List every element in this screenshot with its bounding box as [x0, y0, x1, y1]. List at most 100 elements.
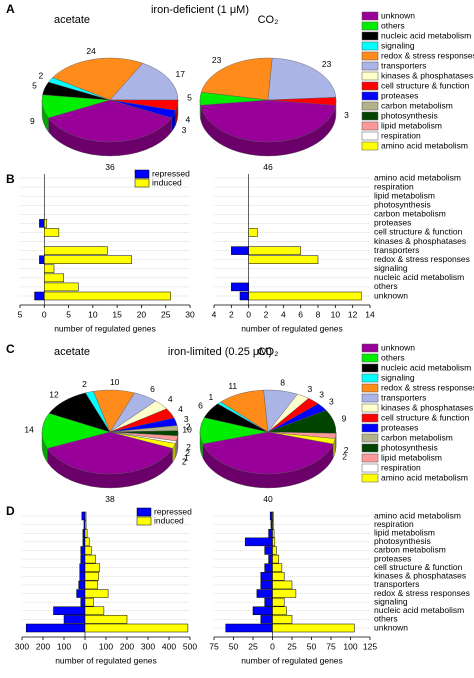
- slice-label: 2: [342, 451, 347, 461]
- legend-swatch: [361, 443, 379, 453]
- slice-label: 4: [178, 404, 183, 414]
- pie-slice: [200, 99, 336, 143]
- bar: [272, 563, 283, 572]
- bar: [63, 615, 86, 624]
- bar: [268, 554, 273, 564]
- category-label: redox & stress responses: [374, 588, 470, 598]
- slice-label: 8: [280, 378, 285, 388]
- x-tick-label: 2: [264, 309, 269, 319]
- slice-label: 14: [24, 425, 34, 435]
- bar: [248, 291, 362, 301]
- legend-swatch: [361, 21, 379, 31]
- x-tick-label: 500: [183, 641, 197, 651]
- bar: [260, 580, 273, 590]
- x-tick-label: 100: [99, 641, 113, 651]
- bar: [44, 246, 108, 255]
- slice-label: 46: [263, 162, 273, 172]
- bar: [84, 580, 98, 590]
- legend-swatch: [361, 463, 379, 473]
- bar: [272, 520, 274, 529]
- panel-label: A: [6, 2, 15, 16]
- bar: [84, 554, 96, 564]
- x-tick-label: 8: [316, 309, 321, 319]
- bar: [44, 291, 171, 301]
- bar: [272, 623, 355, 633]
- slice-label: 3: [184, 414, 189, 424]
- legend-swatch: [361, 433, 379, 443]
- category-label: respiration: [374, 519, 414, 529]
- legend-swatch: [361, 353, 379, 363]
- legend-swatch: [361, 91, 379, 101]
- category-label: cell structure & function: [374, 562, 463, 572]
- category-label: others: [374, 614, 398, 624]
- legend-label: transporters: [381, 392, 426, 402]
- legend-label: photosynthesis: [381, 110, 438, 120]
- x-tick-label: 20: [137, 309, 147, 319]
- x-tick-label: 200: [120, 641, 134, 651]
- legend-label: signaling: [381, 372, 415, 382]
- bar: [260, 615, 273, 624]
- category-label: lipid metabolism: [374, 190, 435, 200]
- x-axis-title: number of regulated genes: [55, 655, 157, 665]
- x-tick-label: 400: [162, 641, 176, 651]
- slice-label: 38: [105, 494, 115, 504]
- pie-slice: [52, 57, 144, 101]
- legend-swatch: [361, 61, 379, 71]
- x-tick-label: 300: [141, 641, 155, 651]
- slice-label: 23: [212, 55, 222, 65]
- legend-label: transporters: [381, 60, 426, 70]
- legend-label: lipid metabolism: [381, 120, 442, 130]
- pie-slice: [200, 57, 273, 101]
- bar: [239, 291, 249, 301]
- legend-swatch: [361, 423, 379, 433]
- legend-swatch: [361, 81, 379, 91]
- legend-label: proteases: [381, 90, 418, 100]
- bar: [53, 606, 86, 616]
- pie-slice: [47, 431, 173, 475]
- legend-label: amino acid metabolism: [381, 140, 468, 150]
- legend-swatch: [361, 101, 379, 111]
- bar: [231, 282, 249, 292]
- bar: [39, 219, 45, 228]
- category-label: amino acid metabolism: [374, 510, 461, 520]
- bar: [272, 589, 297, 598]
- category-label: photosynthesis: [374, 199, 431, 209]
- legend-swatch: [361, 413, 379, 423]
- bar: [79, 572, 86, 581]
- bar: [84, 563, 100, 572]
- legend-label: others: [381, 352, 405, 362]
- bar: [244, 537, 273, 547]
- bar: [44, 282, 79, 292]
- category-label: proteases: [374, 218, 411, 228]
- pie-title: CO₂: [258, 14, 279, 26]
- x-tick-label: 200: [36, 641, 50, 651]
- slice-label: 5: [32, 80, 37, 90]
- legend-label: photosynthesis: [381, 442, 438, 452]
- category-label: carbon metabolism: [374, 545, 446, 555]
- slice-label: 10: [110, 377, 120, 387]
- x-tick-label: 12: [348, 309, 358, 319]
- x-tick-label: 4: [281, 309, 286, 319]
- bar: [44, 264, 55, 274]
- x-tick-label: 4: [212, 309, 217, 319]
- panel-label: C: [6, 342, 15, 356]
- bar: [84, 606, 105, 616]
- bar: [272, 572, 285, 581]
- bar: [84, 623, 189, 633]
- bar: [264, 597, 273, 607]
- bar: [248, 228, 258, 237]
- legend-label: unknown: [381, 10, 415, 20]
- bar: [84, 520, 87, 529]
- x-tick-label: 15: [112, 309, 122, 319]
- bar: [256, 589, 273, 598]
- bar: [84, 537, 90, 547]
- slice-label: 24: [86, 46, 96, 56]
- slice-label: 36: [105, 162, 115, 172]
- category-label: transporters: [374, 579, 419, 589]
- slice-label: 2: [185, 448, 190, 458]
- pie-slice: [48, 99, 172, 143]
- slice-label: 10: [182, 425, 192, 435]
- category-label: photosynthesis: [374, 536, 431, 546]
- bar: [84, 597, 94, 607]
